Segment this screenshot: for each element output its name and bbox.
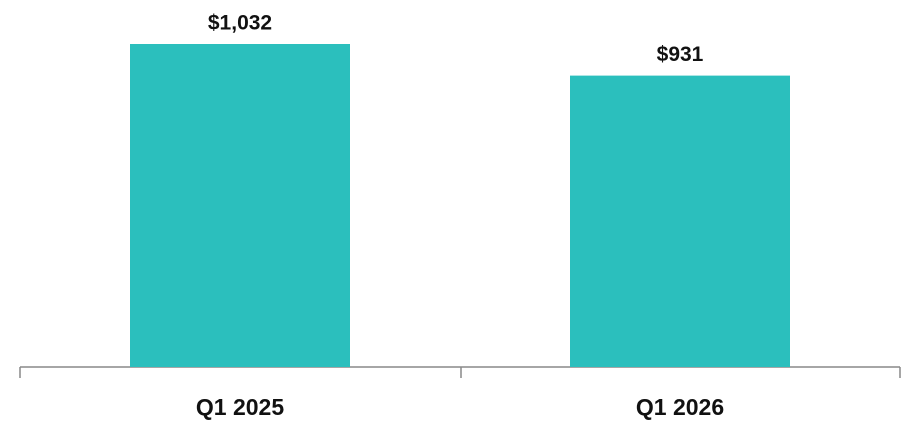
value-label: $931 [657,43,704,66]
x-tick-label: Q1 2026 [636,394,724,420]
x-tick-label: Q1 2025 [196,394,284,420]
bar [570,75,790,367]
bar [130,44,350,367]
value-label: $1,032 [208,12,272,35]
